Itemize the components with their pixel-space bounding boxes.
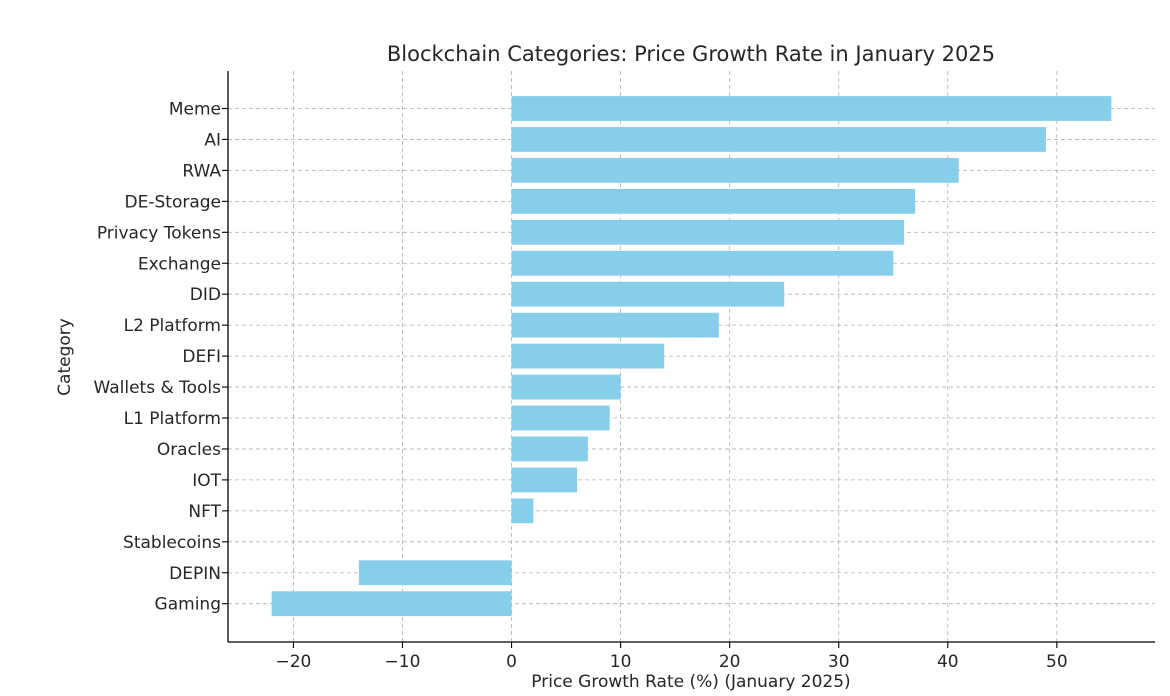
chart-title: Blockchain Categories: Price Growth Rate… xyxy=(387,42,995,66)
bar xyxy=(511,96,1112,121)
y-tick-label: IOT xyxy=(192,471,221,491)
x-tick-label: 50 xyxy=(1046,652,1068,672)
bar xyxy=(511,158,959,183)
x-tick-label: 0 xyxy=(506,652,517,672)
x-tick-label: −20 xyxy=(275,652,311,672)
y-tick-label: Privacy Tokens xyxy=(97,223,221,243)
y-tick-label: RWA xyxy=(182,161,221,181)
x-tick-label: −10 xyxy=(385,652,421,672)
bar xyxy=(511,219,905,245)
ticks-layer: −20 −10 0 10 20 30 40 50 Meme AI RWA DE-Storage Priv… xyxy=(93,100,1067,673)
y-tick-label: DEPIN xyxy=(169,564,221,584)
y-tick-label: Gaming xyxy=(155,595,221,615)
bar xyxy=(511,312,719,338)
y-tick-label: Oracles xyxy=(157,440,221,460)
y-tick-label: L2 Platform xyxy=(124,316,221,336)
bar xyxy=(511,467,577,493)
bar xyxy=(511,436,588,462)
bar xyxy=(511,374,621,400)
bar xyxy=(511,405,610,431)
bar xyxy=(511,498,534,524)
y-tick-label: NFT xyxy=(188,502,221,522)
x-tick-label: 10 xyxy=(610,652,632,672)
bar xyxy=(511,127,1046,152)
bar xyxy=(511,250,894,276)
y-tick-label: Stablecoins xyxy=(123,533,221,553)
x-tick-label: 30 xyxy=(828,652,850,672)
y-tick-label: Exchange xyxy=(138,254,221,274)
y-tick-label: L1 Platform xyxy=(124,409,221,429)
y-axis-label: Category xyxy=(55,318,75,396)
y-tick-label: DE-Storage xyxy=(125,192,221,212)
y-tick-label: DEFI xyxy=(182,347,221,367)
y-tick-label: DID xyxy=(190,285,221,305)
x-tick-label: 20 xyxy=(719,652,741,672)
bars-layer xyxy=(271,96,1112,617)
y-tick-label: Meme xyxy=(169,100,221,120)
y-tick-label: AI xyxy=(204,130,221,150)
bar xyxy=(511,281,785,307)
bar xyxy=(511,343,665,369)
y-tick-label: Wallets & Tools xyxy=(93,378,221,398)
bar xyxy=(271,591,512,617)
x-axis-label: Price Growth Rate (%) (January 2025) xyxy=(531,672,850,692)
bar xyxy=(358,560,512,586)
x-tick-label: 40 xyxy=(937,652,959,672)
grid-layer xyxy=(228,71,1155,642)
bar xyxy=(511,188,916,214)
